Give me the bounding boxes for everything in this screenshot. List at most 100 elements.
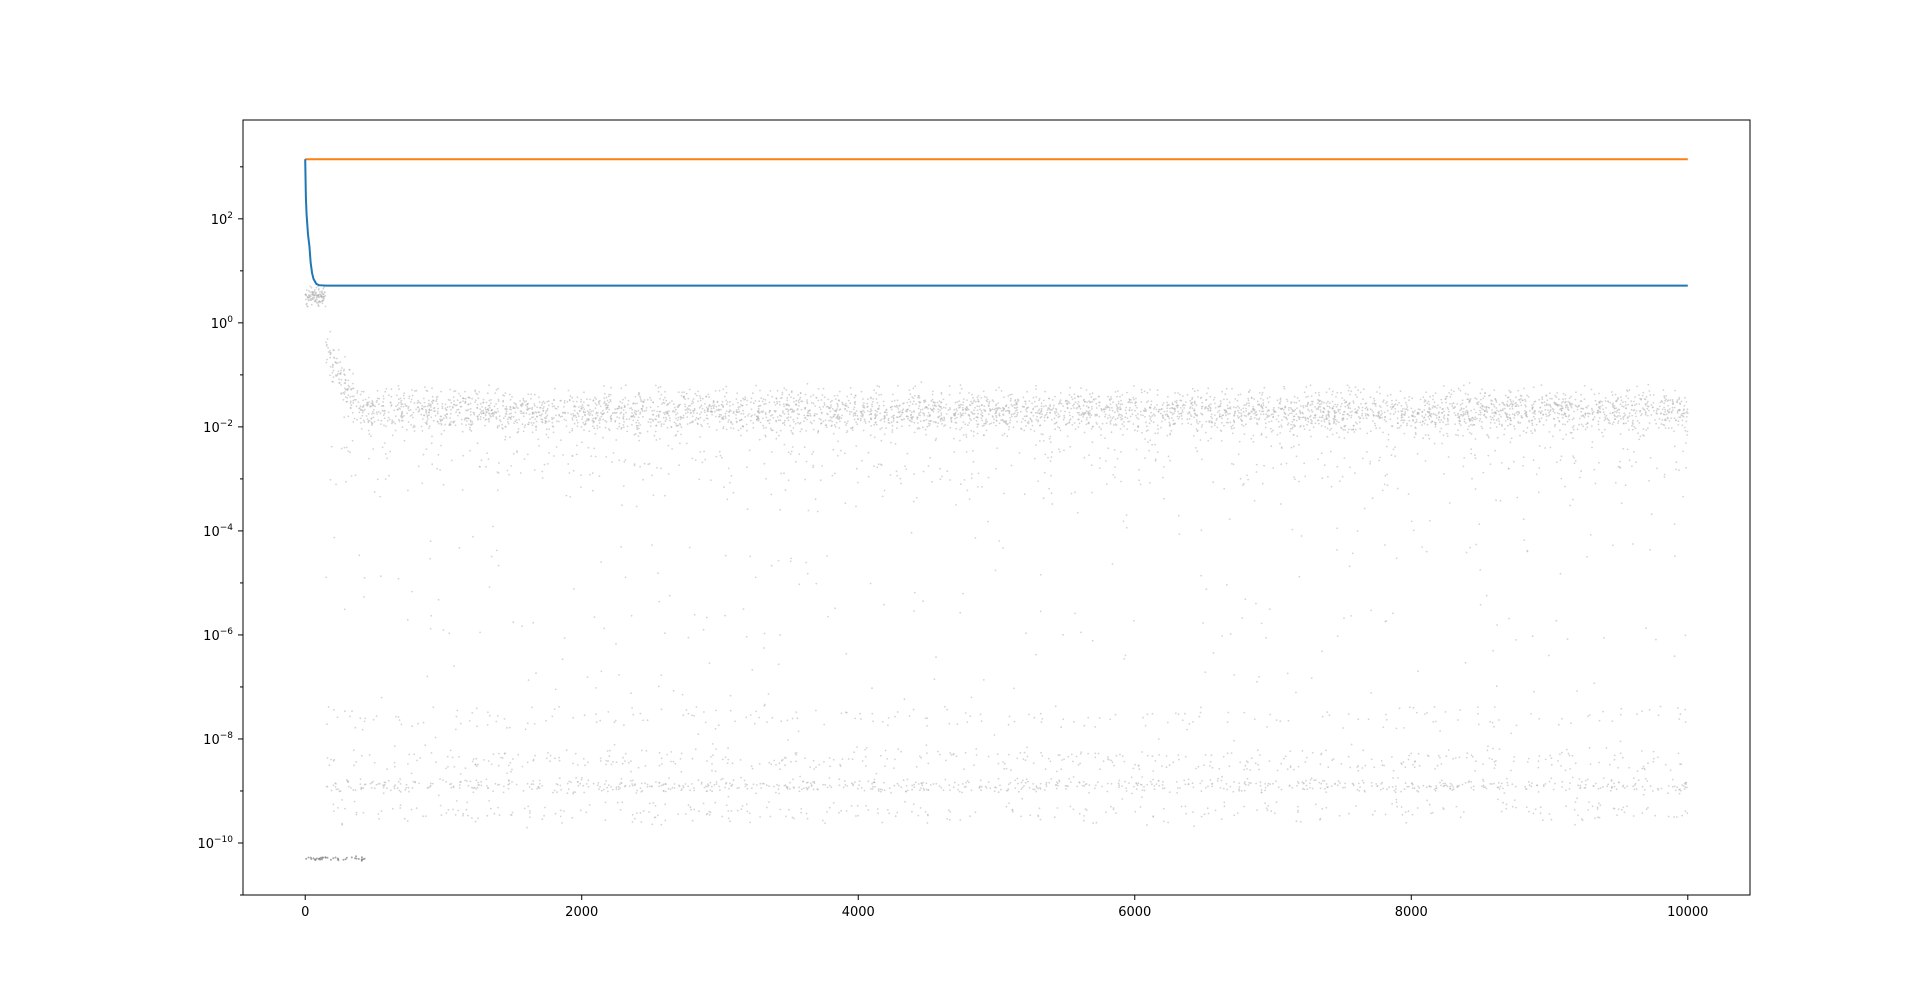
scatter-point — [943, 419, 945, 422]
scatter-point — [862, 429, 865, 432]
scatter-point — [487, 409, 490, 412]
scatter-point — [911, 788, 913, 791]
scatter-point — [471, 397, 473, 400]
scatter-point — [579, 782, 582, 785]
scatter-point — [1010, 413, 1013, 416]
scatter-point — [543, 406, 545, 408]
scatter-point — [823, 403, 826, 406]
scatter-point — [998, 386, 1000, 389]
scatter-point — [1443, 808, 1445, 811]
scatter-point — [1489, 463, 1492, 466]
scatter-point — [604, 404, 607, 407]
scatter-point — [711, 790, 713, 793]
scatter-point — [658, 785, 660, 788]
scatter-point — [1336, 635, 1339, 637]
scatter-point — [1684, 721, 1687, 723]
scatter-point — [553, 789, 556, 792]
scatter-point — [893, 405, 896, 408]
scatter-point — [1333, 409, 1336, 412]
scatter-point — [1432, 398, 1434, 401]
scatter-point — [335, 362, 338, 365]
scatter-point — [871, 782, 873, 785]
scatter-point — [658, 764, 661, 767]
scatter-point — [885, 427, 888, 429]
scatter-point — [1672, 409, 1674, 412]
scatter-point — [925, 782, 928, 785]
scatter-point — [1498, 420, 1500, 423]
scatter-point — [1146, 425, 1148, 428]
scatter-point — [1193, 408, 1196, 411]
scatter-point — [635, 433, 637, 435]
scatter-point — [430, 409, 433, 411]
scatter-point — [1493, 782, 1495, 785]
scatter-point — [388, 474, 390, 477]
scatter-point — [424, 386, 426, 389]
scatter-point — [1470, 418, 1472, 420]
scatter-point — [1084, 412, 1087, 414]
scatter-point — [1366, 432, 1369, 435]
scatter-point — [1472, 789, 1475, 791]
scatter-point — [782, 410, 784, 412]
scatter-point — [656, 410, 659, 413]
scatter-point — [1090, 396, 1093, 398]
scatter-point — [1177, 754, 1180, 756]
scatter-point — [480, 780, 482, 783]
scatter-point — [1129, 406, 1131, 409]
scatter-point — [418, 401, 420, 404]
scatter-point — [1338, 814, 1341, 817]
scatter-point — [531, 788, 533, 791]
scatter-point — [932, 404, 934, 407]
scatter-point — [1407, 493, 1410, 495]
scatter-point — [567, 463, 570, 465]
scatter-point — [506, 408, 508, 411]
scatter-point — [1283, 757, 1285, 760]
scatter-point — [1598, 417, 1601, 419]
scatter-point — [1356, 409, 1359, 412]
scatter-point — [1172, 407, 1175, 410]
scatter-point — [811, 453, 813, 455]
scatter-point — [1125, 514, 1128, 516]
scatter-point — [1194, 412, 1196, 415]
scatter-point — [397, 402, 400, 404]
scatter-point — [1312, 426, 1315, 429]
scatter-point — [379, 495, 382, 498]
scatter-point — [1083, 456, 1086, 459]
scatter-point — [1276, 433, 1279, 436]
scatter-point — [710, 407, 713, 410]
scatter-point — [1619, 460, 1621, 463]
scatter-point — [1384, 620, 1387, 623]
scatter-point — [779, 808, 782, 811]
scatter-point — [682, 786, 685, 789]
scatter-point — [365, 415, 368, 417]
scatter-point — [1648, 479, 1650, 482]
scatter-point — [713, 404, 716, 406]
scatter-point — [1480, 403, 1482, 405]
scatter-point — [1091, 441, 1094, 444]
scatter-point — [1387, 438, 1390, 441]
scatter-point — [1125, 790, 1128, 792]
scatter-point — [1021, 786, 1024, 789]
scatter-point — [556, 420, 558, 423]
scatter-point — [1642, 391, 1645, 394]
scatter-point — [1038, 408, 1041, 411]
scatter-point — [1628, 415, 1631, 417]
scatter-point — [1138, 468, 1140, 471]
scatter-point — [623, 420, 625, 423]
scatter-point — [861, 760, 864, 762]
scatter-point — [636, 812, 638, 814]
scatter-point — [1279, 442, 1281, 445]
scatter-point — [1204, 754, 1207, 756]
scatter-point — [1599, 405, 1602, 408]
scatter-point — [1399, 390, 1402, 393]
scatter-point — [1098, 395, 1100, 398]
scatter-point — [451, 756, 454, 759]
scatter-point — [763, 632, 766, 635]
scatter-point — [1549, 397, 1551, 400]
scatter-point — [536, 406, 539, 409]
scatter-point — [1652, 402, 1655, 404]
scatter-point — [1678, 398, 1680, 400]
scatter-point — [976, 426, 979, 428]
scatter-point — [403, 414, 405, 417]
scatter-point — [709, 811, 712, 814]
scatter-point — [1266, 397, 1269, 400]
